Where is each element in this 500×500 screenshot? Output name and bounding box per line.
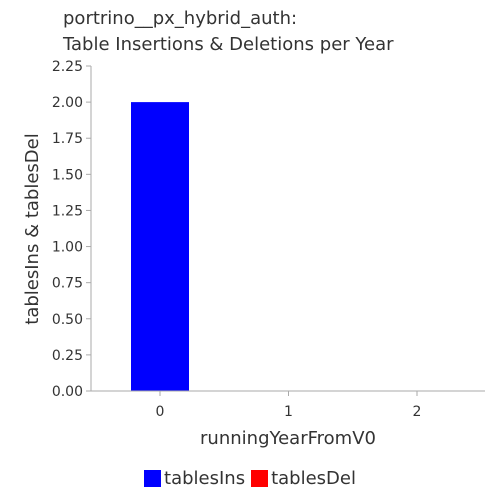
y-axis-label: tablesIns & tablesDel: [22, 133, 43, 324]
y-tick-label: 1.50: [52, 167, 83, 183]
legend-item-tablesDel: tablesDel: [251, 468, 356, 489]
legend-swatch-tablesDel: [251, 469, 269, 487]
y-tick-label: 1.75: [52, 131, 83, 147]
y-axis-ticks: 0.00 0.25 0.50 0.75 1.00 1.25 1.50 1.75 2.00 2.25: [52, 59, 91, 400]
legend-label-tablesIns: tablesIns: [164, 467, 246, 489]
legend-item-tablesIns: tablesIns: [144, 468, 245, 489]
x-axis-ticks: 0 1 2: [156, 391, 422, 420]
chart-title-line-1: portrino__px_hybrid_auth:: [63, 8, 298, 29]
y-tick-label: 0.75: [52, 276, 83, 292]
bar-chart: 0.00 0.25 0.50 0.75 1.00 1.25 1.50 1.75 2.00 2.25…: [22, 59, 485, 449]
x-tick-label: 1: [284, 404, 293, 420]
y-tick-label: 1.00: [52, 240, 83, 256]
bar-tablesIns-0: [131, 102, 189, 391]
legend-swatch-tablesIns: [144, 469, 162, 487]
x-axis-label: runningYearFromV0: [200, 428, 376, 449]
x-tick-label: 0: [156, 404, 165, 420]
chart-title-line-2: Table Insertions & Deletions per Year: [63, 34, 394, 55]
chart-marks: [131, 102, 189, 391]
y-tick-label: 1.25: [52, 203, 83, 219]
y-tick-label: 0.50: [52, 312, 83, 328]
chart-legend: tablesIns tablesDel: [0, 466, 500, 490]
x-tick-label: 2: [413, 404, 422, 420]
y-tick-label: 2.25: [52, 59, 83, 75]
legend-label-tablesDel: tablesDel: [271, 467, 356, 489]
y-tick-label: 0.00: [52, 384, 83, 400]
y-tick-label: 0.25: [52, 348, 83, 364]
y-tick-label: 2.00: [52, 95, 83, 111]
chart-title: portrino__px_hybrid_auth: Table Insertio…: [63, 6, 394, 58]
